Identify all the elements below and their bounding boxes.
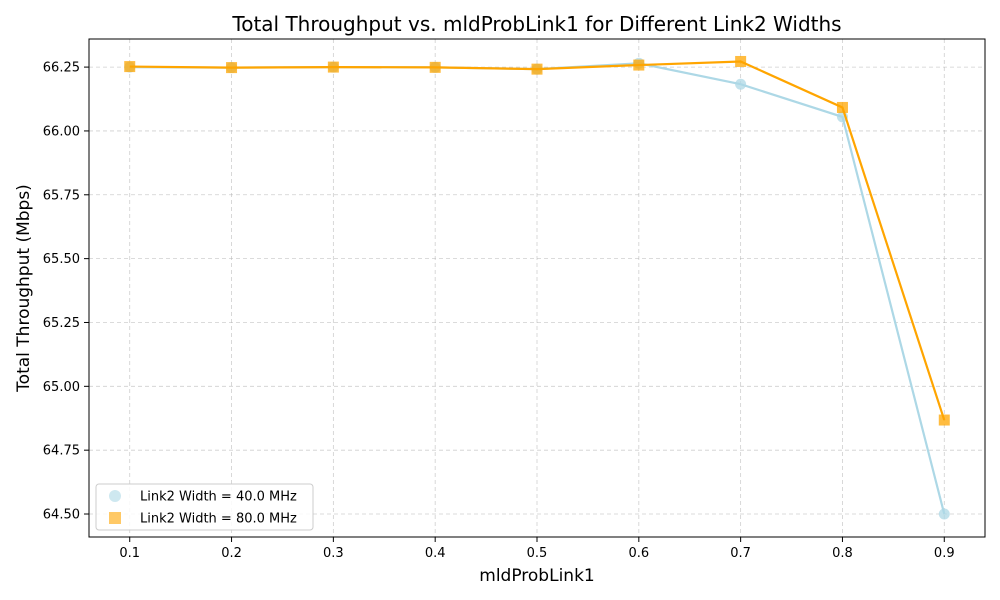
- data-point: [124, 61, 136, 73]
- data-point: [531, 63, 543, 75]
- legend-label: Link2 Width = 80.0 MHz: [140, 512, 297, 527]
- chart-title: Total Throughput vs. mldProbLink1 for Di…: [231, 12, 841, 36]
- legend-marker: [109, 512, 121, 524]
- x-tick-label: 0.8: [832, 546, 853, 561]
- data-point: [735, 55, 747, 67]
- y-tick-label: 65.50: [43, 252, 80, 267]
- y-tick-label: 66.25: [43, 61, 80, 76]
- y-tick-label: 66.00: [43, 124, 80, 139]
- data-point: [327, 61, 339, 73]
- x-tick-label: 0.3: [323, 546, 344, 561]
- x-tick-label: 0.4: [425, 546, 446, 561]
- x-tick-label: 0.9: [934, 546, 955, 561]
- series-layer: [124, 55, 950, 520]
- data-point: [938, 508, 950, 520]
- y-tick-label: 65.00: [43, 380, 80, 395]
- legend: Link2 Width = 40.0 MHz Link2 Width = 80.0…: [95, 483, 314, 531]
- legend-label: Link2 Width = 40.0 MHz: [140, 490, 297, 505]
- data-point: [226, 62, 238, 74]
- x-tick-label: 0.1: [119, 546, 140, 561]
- data-point: [429, 61, 441, 73]
- y-tick-label: 64.50: [43, 508, 80, 523]
- y-tick-label: 65.25: [43, 316, 80, 331]
- x-axis: 0.1 0.2 0.3 0.4 0.5 0.6 0.7 0.8 0.9: [119, 537, 955, 561]
- y-tick-label: 64.75: [43, 444, 80, 459]
- x-tick-label: 0.7: [730, 546, 751, 561]
- grid-layer: [89, 39, 985, 537]
- y-axis-label: Total Throughput (Mbps): [14, 184, 34, 393]
- x-tick-label: 0.5: [527, 546, 548, 561]
- x-tick-label: 0.6: [628, 546, 649, 561]
- legend-marker: [109, 490, 121, 502]
- x-tick-label: 0.2: [221, 546, 242, 561]
- y-axis: 64.50 64.75 65.00 65.25 65.50 65.75 66.00 66.25: [43, 61, 89, 523]
- legend-box: [95, 483, 314, 531]
- data-point: [735, 78, 747, 90]
- data-point: [836, 101, 848, 113]
- data-point: [938, 414, 950, 426]
- y-tick-label: 65.75: [43, 188, 80, 203]
- series-line-2: [129, 60, 946, 421]
- x-axis-label: mldProbLink1: [479, 566, 594, 586]
- data-point: [633, 59, 645, 71]
